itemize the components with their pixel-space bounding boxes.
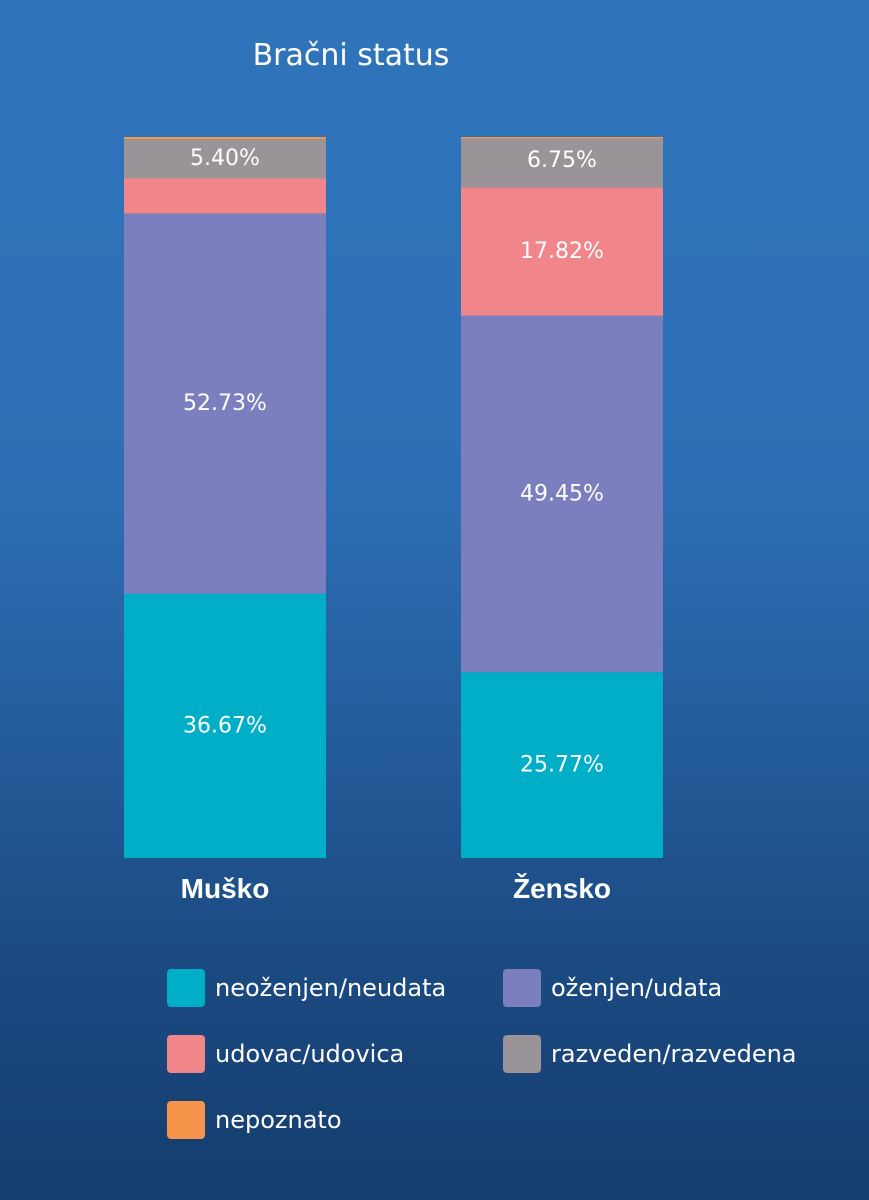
legend-item-udovac-udovica: udovac/udovica: [167, 1034, 404, 1074]
category-labels-layer: Muško Žensko: [181, 873, 611, 904]
legend-swatch: [503, 1035, 541, 1073]
data-label-zensko-ozenjen-udata: 49.45%: [520, 481, 604, 506]
stacked-bar-chart: 36.67% 52.73% 5.40% 25.77% 49.45% 17.82% 6.75%…: [124, 137, 663, 904]
bar-segment-zensko-udovac-udovica: [461, 187, 663, 316]
legend-label: udovac/udovica: [215, 1040, 405, 1068]
legend-item-neozenjen-neudata: neoženjen/neudata: [167, 968, 446, 1008]
legend-label: razveden/razvedena: [551, 1040, 797, 1068]
bars-layer: [124, 137, 663, 858]
data-label-musko-neozenjen-neudata: 36.67%: [183, 713, 267, 738]
legend-label: nepoznato: [215, 1106, 342, 1134]
data-label-zensko-razveden-razvedena: 6.75%: [527, 148, 597, 173]
legend-item-nepoznato: nepoznato: [167, 1100, 342, 1140]
bar-segment-zensko-nepoznato: [461, 137, 663, 139]
bar-segment-musko-udovac-udovica: [124, 178, 326, 214]
legend-item-ozenjen-udata: oženjen/udata: [503, 968, 722, 1008]
legend-swatch: [503, 969, 541, 1007]
bar-segment-musko-ozenjen-udata: [124, 213, 326, 594]
legend-swatch: [167, 969, 205, 1007]
category-label-musko: Muško: [181, 873, 270, 904]
data-label-zensko-udovac-udovica: 17.82%: [520, 239, 604, 264]
bar-segment-musko-razveden-razvedena: [124, 139, 326, 179]
bar-segment-musko-neozenjen-neudata: [124, 593, 326, 858]
bar-segment-musko-nepoznato: [124, 137, 326, 140]
category-label-zensko: Žensko: [513, 873, 611, 904]
bar-segment-zensko-razveden-razvedena: [461, 138, 663, 188]
bar-segment-zensko-ozenjen-udata: [461, 315, 663, 673]
segment-labels-layer: 36.67% 52.73% 5.40% 25.77% 49.45% 17.82% 6.75%: [183, 146, 604, 777]
data-label-zensko-neozenjen-neudata: 25.77%: [520, 753, 604, 778]
legend-swatch: [167, 1035, 205, 1073]
data-label-musko-ozenjen-udata: 52.73%: [183, 391, 267, 416]
legend-swatch: [167, 1101, 205, 1139]
data-label-musko-razveden-razvedena: 5.40%: [190, 146, 260, 171]
chart-title: Bračni status: [252, 38, 450, 73]
bar-segment-zensko-neozenjen-neudata: [461, 672, 663, 858]
legend-item-razveden-razvedena: razveden/razvedena: [503, 1034, 797, 1074]
legend-label: oženjen/udata: [551, 974, 723, 1002]
legend-label: neoženjen/neudata: [215, 974, 447, 1002]
